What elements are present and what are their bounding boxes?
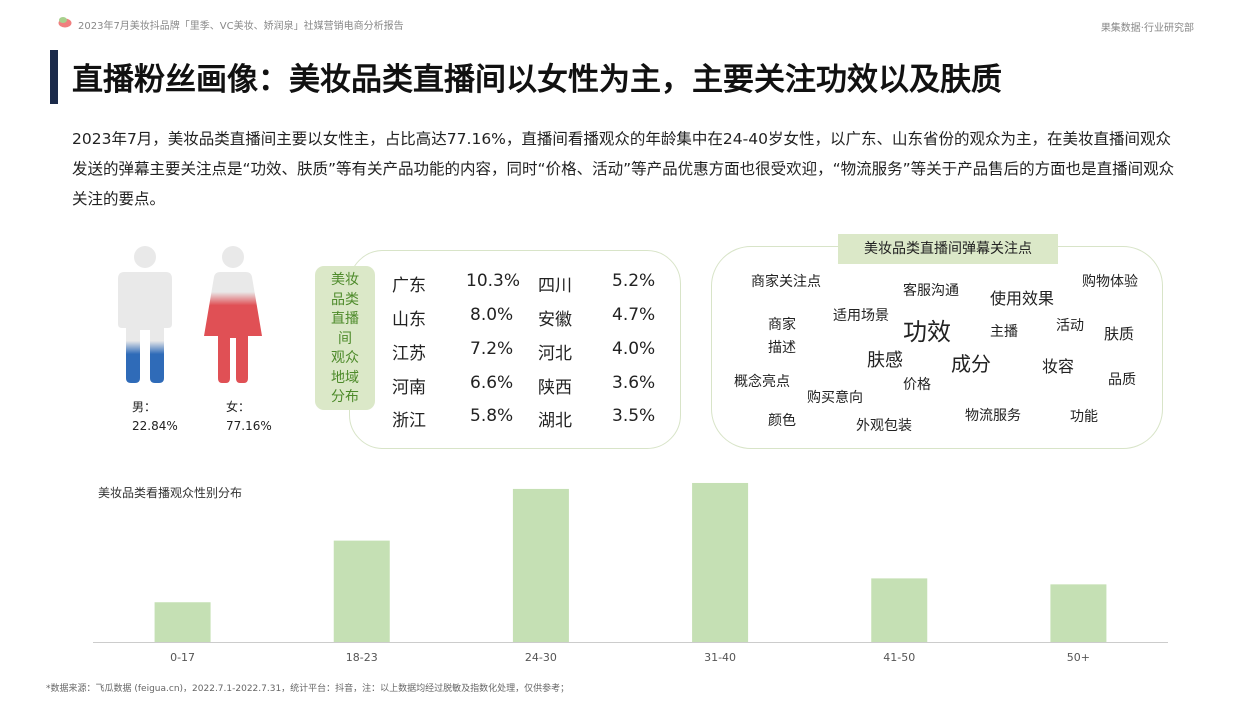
keyword-cloud-panel	[711, 246, 1163, 449]
region-province: 陕西	[538, 378, 572, 398]
region-province: 河南	[392, 378, 426, 398]
keyword-cloud-title: 美妆品类直播间弹幕关注点	[838, 234, 1058, 264]
region-distribution-tag: 美妆 品类 直播 间 观众 地域 分布	[315, 266, 375, 410]
region-share: 6.6%	[470, 373, 514, 393]
page-title: 直播粉丝画像：美妆品类直播间以女性为主，主要关注功效以及肤质	[72, 62, 1002, 98]
region-share: 5.8%	[470, 406, 514, 426]
region-province: 浙江	[392, 411, 426, 431]
male-share-value: 22.84%	[132, 419, 178, 433]
keyword: 购物体验	[1082, 274, 1138, 290]
title-accent-bar	[50, 50, 58, 104]
region-share: 3.5%	[612, 406, 656, 426]
brand-logo-icon	[58, 17, 72, 28]
age-bar-24-30	[512, 488, 569, 642]
keyword: 概念亮点	[734, 374, 790, 390]
keyword: 适用场景	[833, 308, 889, 324]
x-tick-label: 50+	[1067, 651, 1090, 664]
region-share: 5.2%	[612, 271, 656, 291]
x-tick-label: 0-17	[170, 651, 195, 664]
age-bar-41-50	[871, 578, 928, 642]
male-share-label: 男： 22.84%	[132, 398, 178, 436]
region-province: 广东	[392, 276, 426, 296]
region-distribution-panel	[349, 250, 681, 449]
region-share: 4.0%	[612, 339, 656, 359]
keyword: 成分	[951, 352, 991, 376]
region-share: 3.6%	[612, 373, 656, 393]
keyword: 价格	[903, 377, 931, 393]
data-source-footnote: *数据来源：飞瓜数据 (feigua.cn)，2022.7.1-2022.7.3…	[46, 684, 570, 694]
age-bar-31-40	[692, 482, 749, 642]
region-province: 江苏	[392, 344, 426, 364]
region-share: 10.3%	[466, 271, 521, 291]
x-tick-label: 41-50	[883, 651, 915, 664]
female-share-label: 女： 77.16%	[226, 398, 272, 436]
keyword: 颜色	[768, 413, 796, 429]
x-tick-label: 31-40	[704, 651, 736, 664]
female-figure-icon	[204, 246, 262, 383]
keyword: 物流服务	[965, 408, 1021, 424]
male-figure-icon	[118, 246, 172, 383]
keyword: 肤感	[867, 350, 903, 371]
female-share-value: 77.16%	[226, 419, 272, 433]
keyword: 商家	[768, 317, 796, 333]
chart-title: 美妆品类看播观众性别分布	[98, 486, 243, 500]
keyword: 活动	[1056, 318, 1084, 334]
report-header: 2023年7月美妆抖品牌「里季、VC美妆、娇润泉」社媒营销电商分析报告 果集数据…	[58, 14, 1194, 34]
keyword: 客服沟通	[903, 283, 959, 299]
keyword: 商家关注点	[751, 274, 821, 290]
x-tick-label: 24-30	[525, 651, 557, 664]
keyword: 主播	[990, 324, 1018, 340]
keyword: 购买意向	[807, 390, 863, 406]
keyword: 品质	[1108, 372, 1136, 388]
keyword: 妆容	[1042, 357, 1075, 376]
report-title: 2023年7月美妆抖品牌「里季、VC美妆、娇润泉」社媒营销电商分析报告	[78, 21, 404, 32]
region-share: 7.2%	[470, 339, 514, 359]
keyword: 肤质	[1104, 325, 1135, 343]
brand-name: 果集数据·行业研究部	[1100, 23, 1194, 34]
region-province: 山东	[392, 310, 426, 330]
region-share: 8.0%	[470, 305, 514, 325]
region-share: 4.7%	[612, 305, 656, 325]
age-bar-0-17	[154, 602, 211, 642]
keyword: 描述	[768, 340, 796, 356]
x-tick-label: 18-23	[346, 651, 378, 664]
region-province: 安徽	[538, 310, 572, 330]
region-province: 河北	[538, 344, 572, 364]
keyword: 使用效果	[990, 289, 1055, 308]
keyword: 功效	[903, 318, 951, 346]
region-province: 四川	[538, 276, 572, 296]
keyword: 功能	[1070, 409, 1098, 425]
summary-paragraph: 2023年7月，美妆品类直播间主要以女性主，占比高达77.16%，直播间看播观众…	[72, 130, 1175, 208]
keyword: 外观包装	[856, 418, 912, 434]
age-bar-18-23	[333, 540, 390, 642]
age-bar-50+	[1050, 584, 1107, 642]
region-province: 湖北	[538, 411, 572, 431]
